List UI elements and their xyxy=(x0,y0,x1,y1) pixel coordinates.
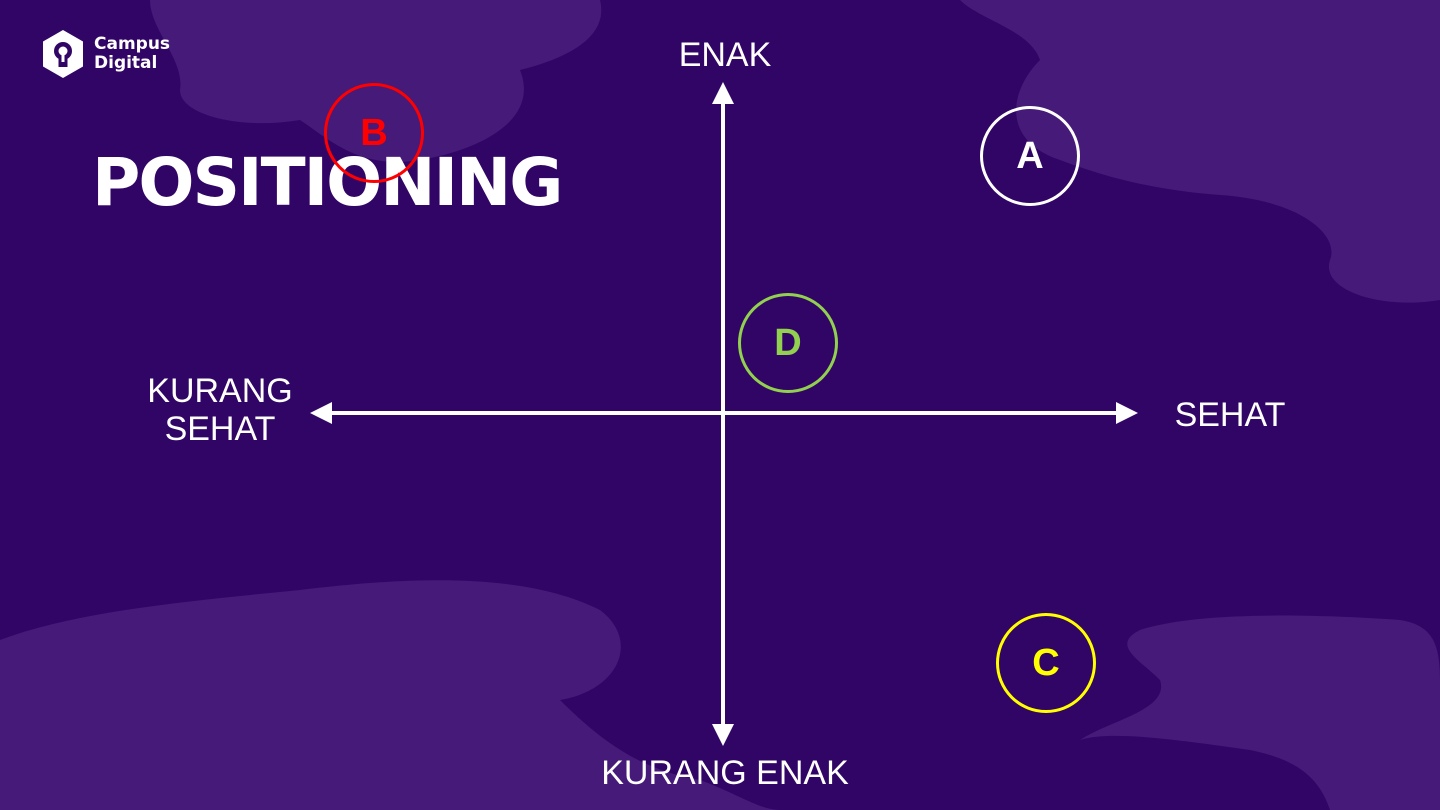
arrowhead-top xyxy=(712,82,734,104)
axis-label-right: SEHAT xyxy=(1174,396,1286,434)
campus-digital-logo: Campus Digital xyxy=(40,28,170,80)
blob-top-right xyxy=(960,0,1440,303)
axis-label-left: KURANG SEHAT xyxy=(130,372,310,448)
marker-d: D xyxy=(738,293,838,393)
blob-top-left xyxy=(150,0,602,162)
arrowhead-left xyxy=(310,402,332,424)
blob-bottom-right xyxy=(1080,615,1440,810)
marker-c: C xyxy=(996,613,1096,713)
lightbulb-hexagon-icon xyxy=(43,30,83,78)
axis-label-left-line-2: SEHAT xyxy=(164,410,276,448)
arrowhead-right xyxy=(1116,402,1138,424)
blob-bottom-left xyxy=(0,580,780,810)
arrowhead-bottom xyxy=(712,724,734,746)
axis-label-top: ENAK xyxy=(678,36,772,74)
marker-a: A xyxy=(980,106,1080,206)
brand-line-2: Digital xyxy=(94,53,158,73)
axis-label-left-line-1: KURANG xyxy=(147,372,293,410)
brand-line-1: Campus xyxy=(94,34,171,54)
brand-name: Campus Digital xyxy=(94,35,170,73)
marker-b: B xyxy=(324,83,424,183)
page-title: POSITIONING xyxy=(92,144,563,221)
axis-label-bottom: KURANG ENAK xyxy=(601,754,849,792)
